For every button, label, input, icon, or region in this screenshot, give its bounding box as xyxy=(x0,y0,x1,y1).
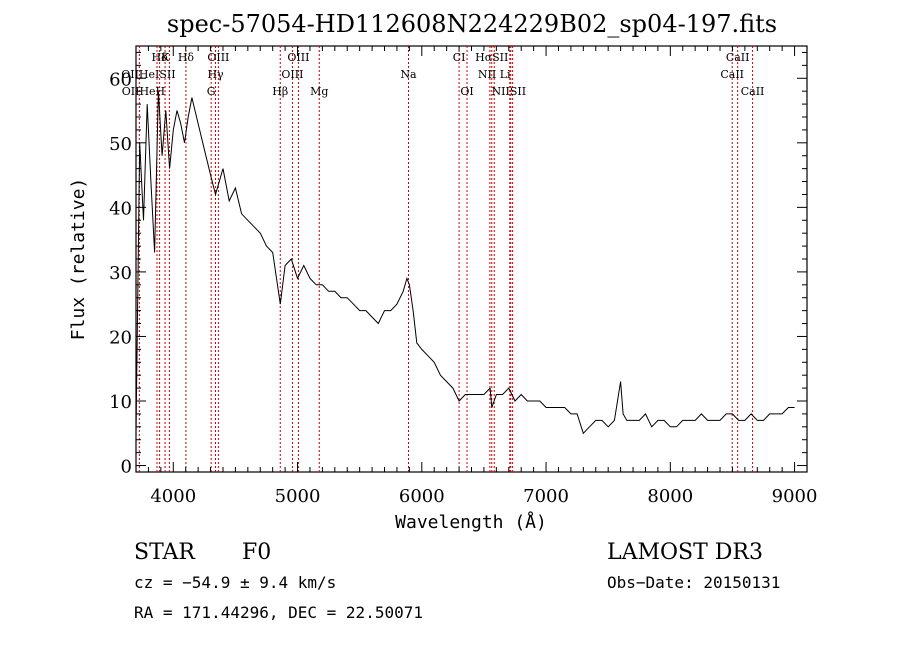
line-label-11: Na xyxy=(400,68,417,81)
object-subclass: F0 xyxy=(242,540,272,565)
y-axis-ticks: 0 10 20 30 40 50 60 xyxy=(109,51,807,478)
chart-title: spec-57054-HD112608N224229B02_sp04-197.f… xyxy=(167,10,777,38)
line-label-1: K xyxy=(161,51,170,64)
y-tick-label-0: 0 xyxy=(121,457,132,478)
object-class: STAR xyxy=(134,540,195,565)
line-label-0: Hδ xyxy=(151,51,168,64)
line-label-5: CI xyxy=(453,51,466,64)
line-label-16: Hβ xyxy=(272,85,288,98)
x-tick-label-4000: 4000 xyxy=(150,486,196,507)
plot-frame xyxy=(135,45,808,473)
y-tick-label-50: 50 xyxy=(109,134,132,155)
y-tick-label-40: 40 xyxy=(109,198,132,219)
observation-date: Obs−Date: 20150131 xyxy=(607,573,781,592)
x-axis-label: Wavelength (Å) xyxy=(395,511,547,533)
line-label-7: CaII xyxy=(726,51,750,64)
y-tick-label-60: 60 xyxy=(109,69,132,90)
redshift-cz: cz = −54.9 ± 9.4 km/s xyxy=(134,573,337,592)
y-tick-label-30: 30 xyxy=(109,263,132,284)
coordinates: RA = 171.44296, DEC = 22.50071 xyxy=(134,603,423,622)
line-label-10: OIII xyxy=(281,68,303,81)
line-label-12: NII Li xyxy=(478,68,511,81)
line-label-2: Hδ xyxy=(178,51,195,64)
survey-name: LAMOST DR3 xyxy=(607,540,763,565)
y-tick-label-20: 20 xyxy=(109,327,132,348)
y-axis-label: Flux (relative) xyxy=(68,178,89,341)
line-label-18: OI xyxy=(460,85,473,98)
line-label-3: OIII xyxy=(207,51,229,64)
line-label-8: OIIHeISII xyxy=(121,68,175,81)
line-label-20: CaII xyxy=(741,85,765,98)
line-label-6: HαSII xyxy=(475,51,508,64)
line-label-19: NIISII xyxy=(492,85,527,98)
line-label-14: OIIHeH xyxy=(122,85,165,98)
x-tick-label-9000: 9000 xyxy=(772,486,818,507)
line-marks xyxy=(138,46,754,472)
x-tick-label-5000: 5000 xyxy=(275,486,321,507)
spectrum-line xyxy=(135,91,795,435)
line-label-17: Mg xyxy=(310,85,328,98)
line-label-13: CaII xyxy=(720,68,744,81)
line-label-15: G xyxy=(207,85,216,98)
x-tick-label-6000: 6000 xyxy=(399,486,445,507)
x-tick-label-7000: 7000 xyxy=(523,486,569,507)
x-tick-label-8000: 8000 xyxy=(647,486,693,507)
line-label-4: OIII xyxy=(287,51,309,64)
line-label-9: Hγ xyxy=(207,68,224,81)
y-tick-label-10: 10 xyxy=(109,392,132,413)
x-axis-ticks: 4000 5000 6000 7000 8000 9000 xyxy=(147,46,818,507)
